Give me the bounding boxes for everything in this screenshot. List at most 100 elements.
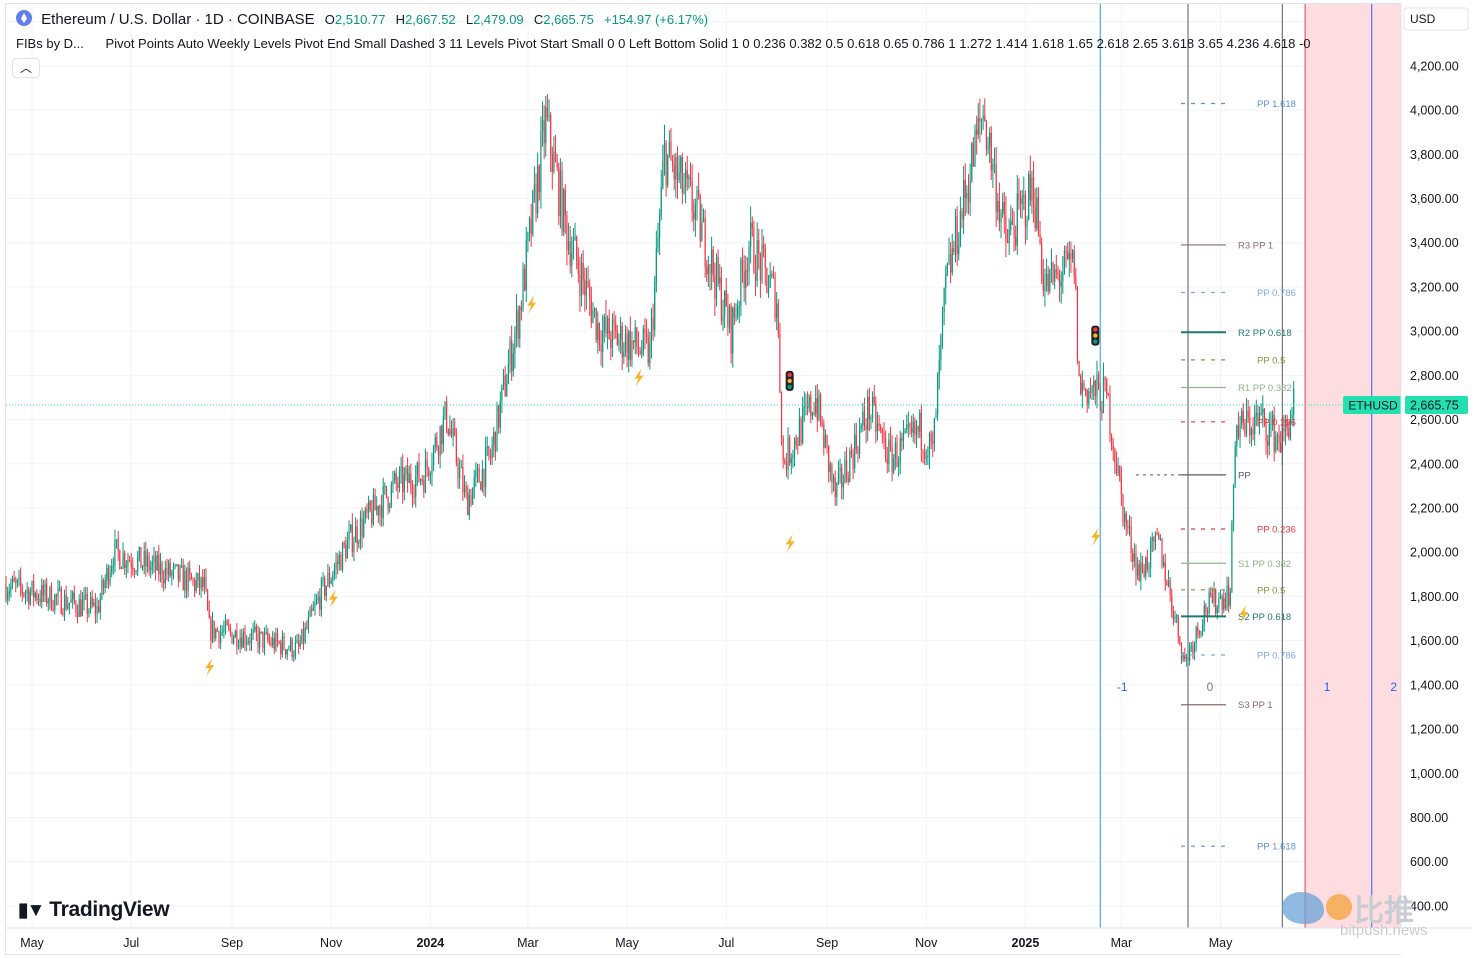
candle-body [218, 631, 220, 643]
candle-body [371, 510, 373, 525]
candle-body [1164, 562, 1166, 582]
candle-body [486, 446, 488, 449]
candle-body [624, 333, 627, 352]
candle-body [701, 221, 703, 242]
candle-body [242, 632, 244, 648]
candle-body [834, 477, 836, 498]
indicator-name[interactable]: FIBs by D... [16, 36, 84, 51]
bitcoin-icon [1326, 894, 1352, 920]
candle-body [415, 476, 417, 497]
candle-body [437, 448, 440, 456]
candle-body [293, 655, 295, 657]
candle-body [517, 310, 519, 339]
candle-body [259, 631, 261, 648]
price-tick-label: 3,000.00 [1410, 325, 1459, 339]
candle-body [112, 565, 114, 567]
candle-body [150, 566, 152, 571]
candle-body [18, 576, 20, 580]
candle-body [1213, 588, 1215, 603]
price-tick-label: 2,600.00 [1410, 413, 1459, 427]
candle-body [608, 317, 610, 340]
tradingview-logo[interactable]: ▮▼ TradingView [18, 898, 170, 922]
candle-body [442, 416, 444, 445]
candle-body [1192, 645, 1194, 654]
candle-body [1278, 435, 1280, 444]
price-tick-label: 2,800.00 [1410, 369, 1459, 383]
candle-body [198, 573, 201, 589]
candle-body [34, 592, 36, 598]
candle-body [73, 592, 75, 602]
time-tick-label: 2024 [416, 936, 444, 950]
candle-body [337, 562, 339, 564]
candle-body [800, 418, 802, 443]
candle-body [519, 307, 521, 339]
candle-body [592, 309, 594, 323]
candle-body [107, 567, 110, 584]
candle-body [1106, 379, 1108, 395]
candle-body [868, 396, 870, 420]
candle-body [101, 579, 103, 599]
candle-body [699, 196, 701, 242]
candle-body [1154, 533, 1157, 542]
candle-body [211, 620, 214, 641]
candle-body [1115, 462, 1118, 474]
candle-body [67, 605, 69, 609]
candle-body [976, 129, 978, 135]
candle-body [784, 460, 786, 464]
candle-body [901, 437, 903, 442]
candle-body [806, 403, 809, 409]
candle-body [1252, 429, 1254, 435]
indicator-legend[interactable]: FIBs by D... Pivot Points Auto Weekly Le… [16, 36, 1311, 51]
candle-body [712, 249, 714, 276]
candle-body [888, 439, 890, 464]
ohlc-open-value: 2,510.77 [334, 12, 386, 27]
candle-body [720, 277, 722, 321]
candle-body [169, 562, 171, 577]
candle-body [1036, 197, 1038, 229]
candle-body [229, 627, 231, 633]
candle-body [439, 426, 441, 456]
candle-body [480, 482, 482, 491]
candle-body [732, 308, 734, 354]
candle-body [860, 425, 862, 429]
candle-body [1083, 382, 1085, 390]
candle-body [436, 437, 438, 449]
symbol-header[interactable]: Ethereum / U.S. Dollar · 1D · COINBASE O… [16, 10, 708, 28]
candle-body [1163, 562, 1165, 567]
collapse-legend-button[interactable]: ︿ [12, 58, 40, 78]
candle-body [702, 218, 705, 222]
candle-body [629, 331, 631, 360]
candle-body [511, 340, 513, 372]
candle-body [268, 640, 270, 642]
candle-body [185, 570, 188, 592]
candle-body [75, 601, 77, 612]
candle-body [689, 176, 692, 181]
candle-body [187, 568, 189, 592]
candle-body [686, 170, 688, 179]
candle-body [205, 577, 207, 591]
candle-body [741, 259, 744, 272]
candle-body [1029, 174, 1031, 201]
candle-body [585, 281, 588, 296]
candle-body [1055, 269, 1057, 272]
candle-body [317, 596, 319, 600]
candle-body [260, 631, 262, 633]
candle-body [197, 573, 199, 581]
candle-body [906, 424, 908, 430]
candle-body [1244, 422, 1246, 435]
candle-body [220, 632, 222, 643]
candle-body [285, 649, 287, 655]
candle-body [446, 401, 448, 429]
candle-body [488, 446, 490, 456]
candle-body [675, 156, 677, 180]
candle-body [567, 241, 570, 250]
candle-body [41, 584, 43, 603]
time-tick-label: Nov [915, 936, 938, 950]
candle-body [844, 459, 846, 483]
candle-body [244, 632, 246, 645]
candle-body [254, 626, 256, 630]
candle-body [1190, 645, 1192, 648]
candle-body [1260, 412, 1262, 414]
candle-body [811, 412, 814, 416]
